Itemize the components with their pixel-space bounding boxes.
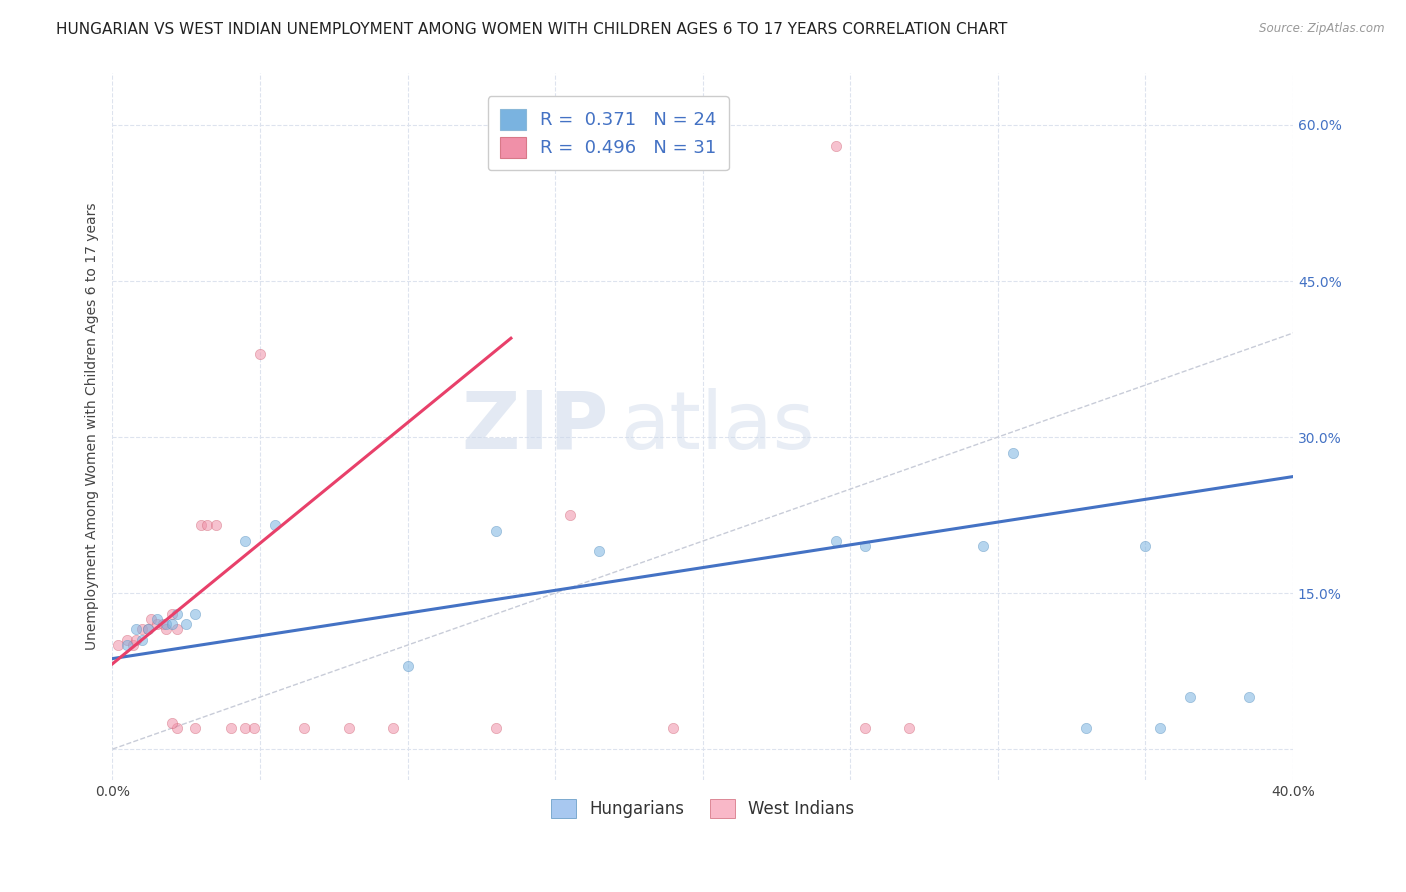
Point xyxy=(107,638,129,652)
Point xyxy=(125,623,148,637)
Text: atlas: atlas xyxy=(620,388,814,466)
Point xyxy=(204,518,226,533)
Point xyxy=(122,638,145,652)
Point xyxy=(972,539,994,553)
Point xyxy=(1076,721,1098,735)
Point xyxy=(145,612,167,626)
Point xyxy=(853,721,876,735)
Point xyxy=(160,617,183,632)
Point xyxy=(1001,445,1024,459)
Point xyxy=(824,534,846,549)
Point xyxy=(155,623,177,637)
Point xyxy=(249,347,271,361)
Point xyxy=(1149,721,1171,735)
Y-axis label: Unemployment Among Women with Children Ages 6 to 17 years: Unemployment Among Women with Children A… xyxy=(86,202,100,650)
Point xyxy=(166,607,188,621)
Point xyxy=(131,623,153,637)
Point xyxy=(558,508,581,522)
Text: HUNGARIAN VS WEST INDIAN UNEMPLOYMENT AMONG WOMEN WITH CHILDREN AGES 6 TO 17 YEA: HUNGARIAN VS WEST INDIAN UNEMPLOYMENT AM… xyxy=(56,22,1008,37)
Point xyxy=(1237,690,1260,704)
Text: ZIP: ZIP xyxy=(461,388,609,466)
Point xyxy=(219,721,242,735)
Point xyxy=(1178,690,1201,704)
Point xyxy=(485,721,508,735)
Point xyxy=(337,721,360,735)
Point xyxy=(824,138,846,153)
Text: Source: ZipAtlas.com: Source: ZipAtlas.com xyxy=(1260,22,1385,36)
Point xyxy=(155,617,177,632)
Point xyxy=(381,721,404,735)
Point xyxy=(117,638,139,652)
Point xyxy=(396,659,419,673)
Point xyxy=(136,623,159,637)
Point xyxy=(1135,539,1157,553)
Point xyxy=(190,518,212,533)
Point xyxy=(292,721,315,735)
Point xyxy=(145,617,167,632)
Point xyxy=(184,607,207,621)
Point xyxy=(662,721,685,735)
Point xyxy=(195,518,218,533)
Point xyxy=(160,716,183,731)
Point xyxy=(263,518,285,533)
Point xyxy=(160,607,183,621)
Point xyxy=(136,623,159,637)
Point xyxy=(233,721,256,735)
Point xyxy=(588,544,610,558)
Point xyxy=(174,617,197,632)
Legend: Hungarians, West Indians: Hungarians, West Indians xyxy=(544,792,860,825)
Point xyxy=(117,632,139,647)
Point xyxy=(131,632,153,647)
Point xyxy=(853,539,876,553)
Point xyxy=(233,534,256,549)
Point xyxy=(184,721,207,735)
Point xyxy=(152,617,174,632)
Point xyxy=(125,632,148,647)
Point xyxy=(139,612,162,626)
Point xyxy=(485,524,508,538)
Point xyxy=(166,721,188,735)
Point xyxy=(898,721,921,735)
Point xyxy=(243,721,266,735)
Point xyxy=(166,623,188,637)
